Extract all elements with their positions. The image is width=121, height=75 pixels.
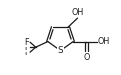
Text: OH: OH [72,8,84,17]
Text: O: O [83,53,90,62]
Text: F: F [24,38,29,47]
Text: F: F [24,43,29,52]
Text: S: S [58,46,63,55]
Text: OH: OH [97,37,110,46]
Text: F: F [24,48,29,57]
